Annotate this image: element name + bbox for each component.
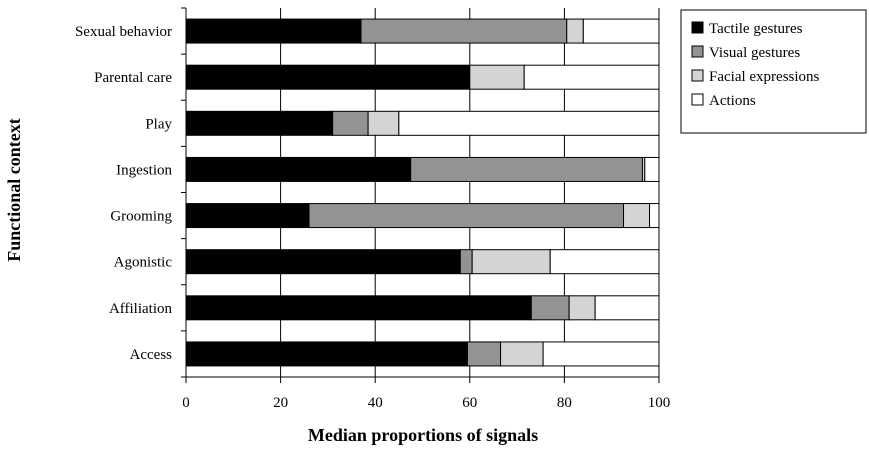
bar-play-visual-gestures: [332, 110, 369, 136]
bar-sexual-behavior-tactile-gestures: [185, 18, 362, 44]
legend-label-visual-gestures: Visual gestures: [709, 45, 800, 61]
category-label-affiliation: Affiliation: [109, 301, 173, 317]
category-label-play: Play: [145, 116, 172, 132]
bar-access-actions: [542, 341, 660, 367]
gridlines: [280, 8, 660, 377]
category-label-grooming: Grooming: [110, 209, 172, 225]
bar-access-tactile-gestures: [185, 341, 468, 367]
bar-play-tactile-gestures: [185, 110, 334, 136]
bar-play-facial-expressions: [367, 110, 400, 136]
legend-swatch-facial-expressions: [691, 69, 704, 82]
x-tick-label-20: 20: [273, 395, 288, 411]
legend-label-tactile-gestures: Tactile gestures: [709, 21, 803, 37]
x-tick-label-60: 60: [462, 395, 477, 411]
bar-agonistic-actions: [549, 249, 660, 275]
axes: [181, 7, 660, 383]
bar-parental-care-tactile-gestures: [185, 64, 471, 90]
bar-affiliation-tactile-gestures: [185, 295, 532, 321]
category-label-ingestion: Ingestion: [116, 162, 172, 178]
bar-grooming-visual-gestures: [308, 203, 625, 229]
category-label-sexual-behavior: Sexual behavior: [75, 24, 172, 40]
y-axis-title: Functional context: [4, 118, 24, 262]
bar-agonistic-tactile-gestures: [185, 249, 461, 275]
bar-affiliation-actions: [594, 295, 660, 321]
legend-swatch-tactile-gestures: [691, 21, 704, 34]
category-label-access: Access: [130, 347, 173, 363]
bar-parental-care-facial-expressions: [469, 64, 525, 90]
bars: [185, 18, 660, 367]
legend-label-actions: Actions: [709, 93, 756, 109]
legend-swatch-actions: [691, 93, 704, 106]
bar-affiliation-visual-gestures: [530, 295, 570, 321]
legend-swatch-visual-gestures: [691, 45, 704, 58]
x-tick-label-0: 0: [182, 395, 190, 411]
bar-grooming-tactile-gestures: [185, 203, 310, 229]
x-tick-labels: 0 20 40 60 80 100: [182, 395, 670, 411]
category-label-parental-care: Parental care: [94, 70, 172, 86]
bar-ingestion-tactile-gestures: [185, 156, 412, 182]
bar-agonistic-visual-gestures: [459, 249, 473, 275]
bar-sexual-behavior-actions: [582, 18, 660, 44]
bar-sexual-behavior-visual-gestures: [360, 18, 568, 44]
bar-ingestion-visual-gestures: [410, 156, 643, 182]
bar-agonistic-facial-expressions: [471, 249, 551, 275]
bar-access-facial-expressions: [500, 341, 544, 367]
bar-grooming-facial-expressions: [623, 203, 651, 229]
x-tick-label-80: 80: [557, 395, 572, 411]
legend-box: [680, 9, 867, 134]
bar-grooming-actions: [649, 203, 660, 229]
x-axis-title: Median proportions of signals: [308, 425, 538, 445]
x-tick-label-40: 40: [368, 395, 383, 411]
bar-sexual-behavior-facial-expressions: [566, 18, 584, 44]
bar-play-actions: [398, 110, 660, 136]
legend-label-facial-expressions: Facial expressions: [709, 69, 820, 85]
x-tick-label-100: 100: [648, 395, 671, 411]
bar-affiliation-facial-expressions: [568, 295, 596, 321]
y-tick-labels: Sexual behavior Parental care Play Ingestio…: [75, 24, 173, 363]
bar-access-visual-gestures: [466, 341, 502, 367]
category-label-agonistic: Agonistic: [114, 255, 173, 271]
legend: Tactile gestures Visual gestures Facial ex…: [680, 9, 867, 134]
bar-parental-care-actions: [523, 64, 660, 90]
bar-ingestion-actions: [644, 156, 660, 182]
